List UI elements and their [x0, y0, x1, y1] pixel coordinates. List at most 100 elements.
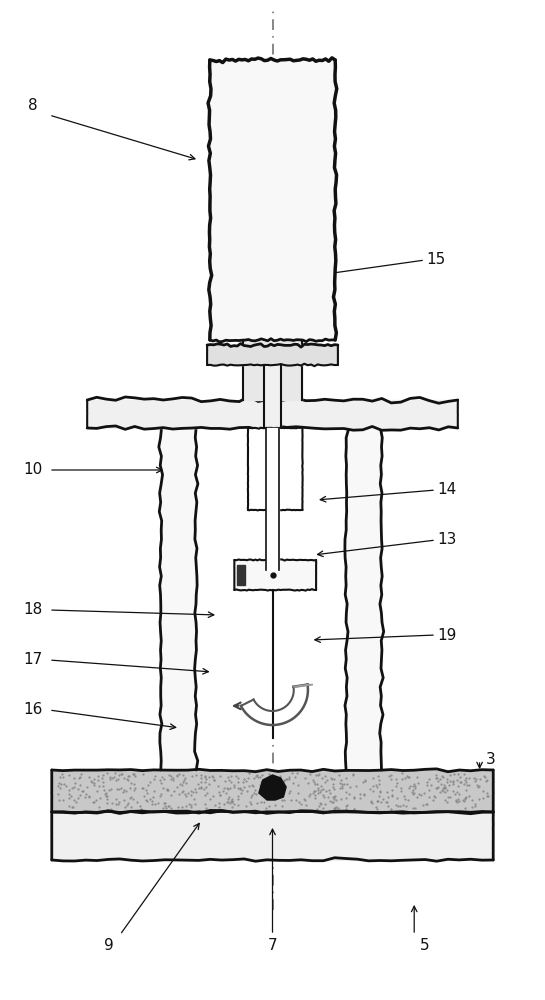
- Point: [404, 769, 413, 785]
- Point: [426, 777, 435, 793]
- Point: [126, 799, 135, 815]
- Polygon shape: [207, 345, 338, 365]
- Point: [235, 781, 244, 797]
- Point: [459, 776, 468, 792]
- Point: [451, 786, 459, 802]
- Point: [320, 768, 329, 784]
- Point: [279, 792, 288, 808]
- Point: [327, 770, 336, 786]
- Point: [81, 789, 90, 805]
- Point: [331, 800, 340, 816]
- Point: [59, 792, 68, 808]
- Point: [382, 794, 391, 810]
- Point: [479, 790, 487, 806]
- Point: [102, 785, 111, 801]
- Point: [302, 797, 311, 813]
- Point: [95, 799, 104, 815]
- Point: [241, 798, 250, 814]
- Point: [471, 796, 480, 812]
- Point: [373, 793, 382, 809]
- Text: 17: 17: [23, 652, 43, 668]
- Point: [214, 795, 223, 811]
- Point: [483, 788, 492, 804]
- Point: [178, 784, 186, 800]
- Point: [99, 767, 107, 783]
- Point: [461, 772, 470, 788]
- Point: [181, 775, 190, 791]
- Point: [227, 793, 236, 809]
- Point: [244, 770, 253, 786]
- Point: [64, 786, 73, 802]
- Point: [342, 790, 350, 806]
- Text: 16: 16: [23, 702, 43, 718]
- Point: [167, 768, 175, 784]
- Point: [186, 787, 195, 803]
- Point: [400, 770, 409, 786]
- Point: [342, 784, 351, 800]
- Point: [162, 800, 171, 816]
- Point: [105, 771, 114, 787]
- Point: [410, 776, 419, 792]
- Point: [328, 794, 337, 810]
- Point: [443, 782, 451, 798]
- Point: [451, 792, 460, 808]
- Point: [140, 788, 149, 804]
- Polygon shape: [237, 565, 245, 585]
- Point: [192, 767, 201, 783]
- Point: [432, 780, 441, 796]
- Point: [342, 776, 351, 792]
- Point: [316, 795, 325, 811]
- Point: [348, 767, 357, 783]
- Point: [183, 785, 192, 801]
- Point: [148, 789, 157, 805]
- Point: [413, 789, 421, 805]
- Point: [436, 776, 445, 792]
- Point: [360, 786, 368, 802]
- Point: [396, 783, 405, 799]
- Point: [439, 769, 448, 785]
- Point: [62, 778, 70, 794]
- Point: [443, 774, 451, 790]
- Point: [76, 766, 85, 782]
- Point: [313, 776, 322, 792]
- Point: [191, 784, 200, 800]
- Point: [330, 789, 338, 805]
- Point: [470, 798, 479, 814]
- Point: [372, 777, 380, 793]
- Point: [150, 796, 159, 812]
- Point: [283, 771, 292, 787]
- Point: [150, 771, 159, 787]
- Point: [189, 791, 198, 807]
- Point: [224, 791, 233, 807]
- Point: [164, 782, 172, 798]
- Point: [410, 785, 419, 801]
- Point: [443, 794, 451, 810]
- Point: [191, 796, 199, 812]
- Point: [483, 772, 492, 788]
- Point: [260, 794, 269, 810]
- Point: [230, 777, 239, 793]
- Point: [138, 780, 147, 796]
- Point: [414, 775, 422, 791]
- Point: [346, 779, 354, 795]
- Point: [178, 799, 186, 815]
- Point: [322, 783, 330, 799]
- Point: [329, 771, 338, 787]
- Point: [480, 769, 489, 785]
- Point: [245, 765, 253, 781]
- Point: [208, 768, 217, 784]
- Point: [271, 774, 280, 790]
- Point: [309, 772, 318, 788]
- Point: [265, 766, 274, 782]
- Point: [373, 801, 382, 817]
- Point: [66, 788, 75, 804]
- Point: [287, 792, 296, 808]
- Point: [121, 799, 130, 815]
- Point: [99, 778, 108, 794]
- Point: [106, 769, 114, 785]
- Point: [392, 771, 401, 787]
- Point: [215, 784, 223, 800]
- Point: [454, 766, 463, 782]
- Point: [431, 789, 440, 805]
- Point: [361, 772, 370, 788]
